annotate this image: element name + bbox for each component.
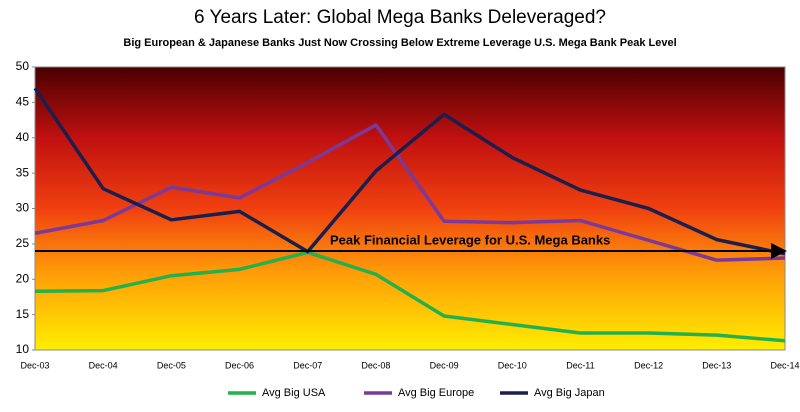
series-line	[34, 250, 786, 343]
x-tick-label: Dec-10	[498, 360, 527, 370]
y-tick-label: 40	[16, 130, 30, 144]
x-tick-label: Dec-06	[225, 360, 254, 370]
y-tick-label: 50	[16, 59, 30, 73]
x-tick-label: Dec-13	[702, 360, 731, 370]
x-tick-label: Dec-04	[89, 360, 118, 370]
legend-label: Avg Big USA	[262, 387, 326, 399]
legend-label: Avg Big Japan	[534, 387, 605, 399]
y-tick-label: 25	[16, 236, 30, 250]
x-tick-label: Dec-14	[770, 360, 799, 370]
x-tick-label: Dec-05	[157, 360, 186, 370]
chart-title: 6 Years Later: Global Mega Banks Delever…	[194, 7, 606, 28]
x-tick-label: Dec-12	[634, 360, 663, 370]
x-tick-label: Dec-03	[20, 360, 49, 370]
plot-area	[34, 66, 786, 351]
y-tick-label: 10	[16, 342, 30, 356]
chart-subtitle: Big European & Japanese Banks Just Now C…	[123, 37, 676, 49]
series-line	[34, 123, 786, 262]
legend-label: Avg Big Europe	[398, 387, 474, 399]
x-tick-label: Dec-09	[430, 360, 459, 370]
y-tick-label: 30	[16, 201, 30, 215]
x-tick-label: Dec-11	[566, 360, 594, 370]
reference-label: Peak Financial Leverage for U.S. Mega Ba…	[330, 232, 610, 247]
y-tick-label: 15	[16, 307, 30, 321]
y-tick-label: 20	[16, 271, 30, 285]
y-tick-label: 45	[16, 95, 30, 109]
y-tick-label: 35	[16, 165, 30, 179]
x-tick-label: Dec-08	[361, 360, 390, 370]
x-tick-label: Dec-07	[293, 360, 322, 370]
series-line	[33, 87, 786, 256]
